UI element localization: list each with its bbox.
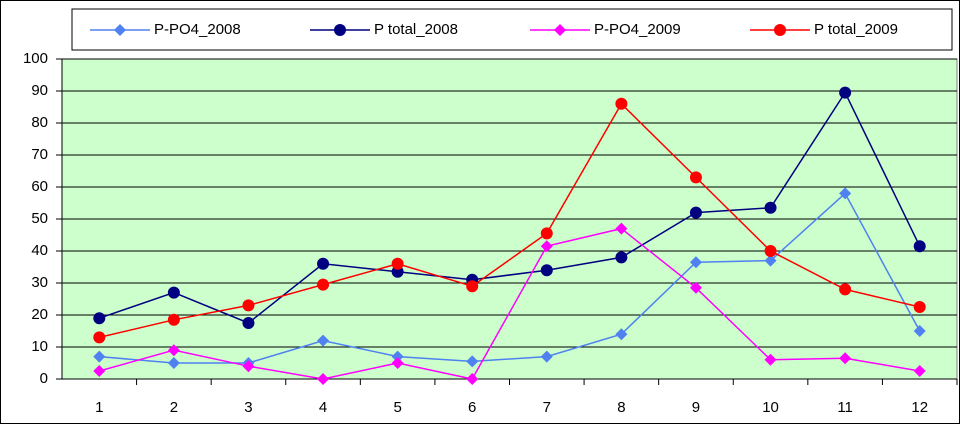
data-point <box>93 312 106 325</box>
x-tick-label: 1 <box>95 399 103 416</box>
x-tick-label: 8 <box>617 399 625 416</box>
data-point <box>764 201 777 214</box>
legend-label: P total_2009 <box>814 21 898 38</box>
data-point <box>913 325 926 337</box>
data-point <box>913 301 926 313</box>
data-point <box>839 86 852 99</box>
data-point <box>167 357 180 369</box>
data-point <box>764 254 777 267</box>
data-point <box>764 245 777 257</box>
x-tick-label: 7 <box>543 399 551 416</box>
data-point <box>913 240 926 253</box>
data-point <box>391 257 404 270</box>
legend-marker <box>114 24 126 36</box>
legend-label: P total_2008 <box>374 21 458 38</box>
data-point <box>913 365 926 377</box>
data-point <box>391 357 404 369</box>
data-point <box>615 251 628 264</box>
data-point <box>540 350 553 363</box>
y-tick-label: 100 <box>23 50 48 67</box>
data-point <box>167 286 180 299</box>
data-point <box>317 278 330 291</box>
x-tick-label: 5 <box>393 399 401 416</box>
legend-marker <box>334 24 346 36</box>
y-tick-label: 0 <box>40 370 48 387</box>
x-tick-label: 12 <box>911 399 928 416</box>
data-point <box>839 283 852 296</box>
data-point <box>466 355 479 368</box>
y-tick-label: 80 <box>31 114 48 131</box>
data-point <box>615 97 628 110</box>
data-point <box>167 344 180 357</box>
data-point <box>689 281 702 294</box>
series-line <box>99 227 920 380</box>
data-point <box>839 187 852 200</box>
series-line <box>99 102 920 339</box>
y-tick-label: 50 <box>31 210 48 227</box>
data-point <box>615 222 628 235</box>
data-point <box>540 264 553 277</box>
data-point <box>93 350 106 363</box>
data-point <box>540 227 553 240</box>
data-point <box>93 331 106 344</box>
y-tick-label: 40 <box>31 242 48 259</box>
data-point <box>317 373 330 385</box>
legend-label: P-PO4_2008 <box>154 21 241 38</box>
x-tick-label: 10 <box>762 399 779 416</box>
data-point <box>242 360 255 373</box>
data-point <box>391 350 404 363</box>
x-tick-label: 4 <box>319 399 327 416</box>
x-tick-label: 2 <box>170 399 178 416</box>
data-point <box>242 299 255 312</box>
data-point <box>689 171 702 184</box>
y-tick-label: 10 <box>31 338 48 355</box>
data-point <box>689 206 702 219</box>
data-point <box>466 280 479 293</box>
series-line <box>99 91 921 324</box>
y-tick-label: 30 <box>31 274 48 291</box>
x-tick-label: 3 <box>244 399 252 416</box>
y-tick-label: 20 <box>31 306 48 323</box>
data-point <box>764 353 777 366</box>
legend: P-PO4_2008 P total_2008 P-PO4_2009 P total_… <box>71 8 953 51</box>
data-point <box>540 240 553 253</box>
y-tick-label: 60 <box>31 178 48 195</box>
x-tick-label: 9 <box>692 399 700 416</box>
x-tick-label: 11 <box>837 399 853 416</box>
data-point <box>466 373 479 385</box>
x-tick-label: 6 <box>468 399 476 416</box>
data-point <box>839 352 852 365</box>
legend-marker <box>774 24 786 36</box>
y-tick-label: 70 <box>31 146 48 163</box>
legend-marker <box>554 24 566 36</box>
data-point <box>689 256 702 269</box>
data-point <box>167 313 180 326</box>
data-point <box>242 317 255 329</box>
data-point <box>615 328 628 341</box>
data-point <box>317 334 330 347</box>
data-point <box>317 257 330 270</box>
legend-label: P-PO4_2009 <box>594 21 681 38</box>
data-point <box>93 365 106 377</box>
y-tick-label: 90 <box>31 82 48 99</box>
